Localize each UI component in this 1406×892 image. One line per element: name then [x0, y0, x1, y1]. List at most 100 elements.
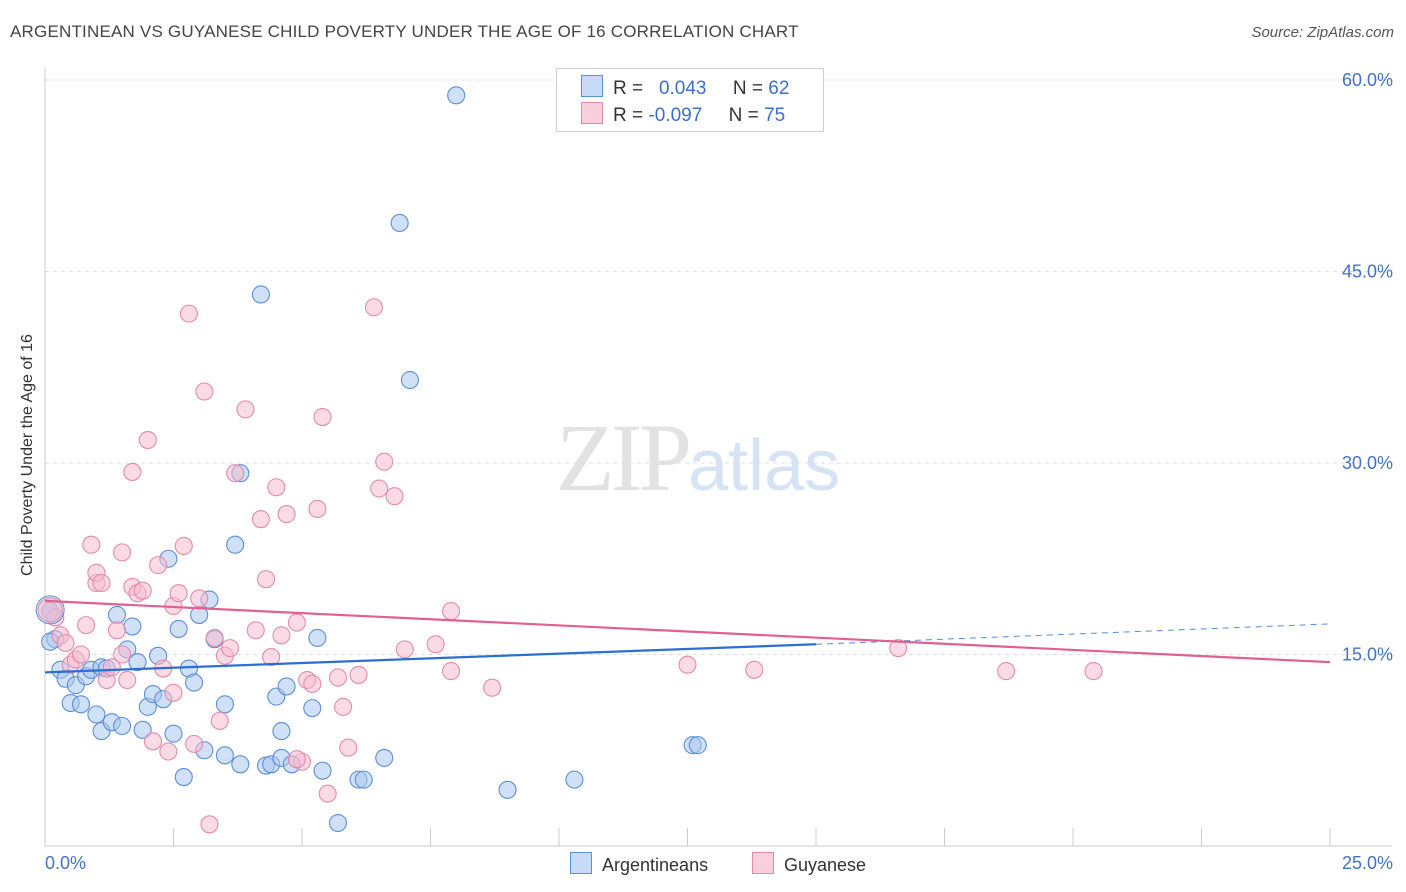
zipatlas-watermark: ZIPatlas	[556, 402, 840, 513]
guyanese-r-value: -0.097	[648, 105, 703, 126]
argentinean-point-37	[231, 755, 250, 774]
guyanese-n-value: 75	[764, 105, 786, 126]
guyanese-point-16	[113, 543, 132, 562]
guyanese-point-44	[256, 570, 276, 589]
guyanese-point-8	[82, 535, 101, 554]
guyanese-point-52	[303, 674, 322, 693]
guyanese-point-49	[287, 613, 306, 632]
argentineans-n-label: N =	[732, 78, 764, 99]
guyanese-point-64	[395, 640, 414, 659]
guyanese-point-27	[164, 683, 183, 702]
y-tick-label-0: 15.0%	[1342, 645, 1393, 665]
argentinean-point-50	[328, 813, 348, 833]
guyanese-point-37	[210, 711, 229, 730]
guyanese-point-45	[262, 648, 281, 667]
guyanese-point-7	[77, 616, 96, 635]
guyanese-point-56	[328, 668, 348, 687]
argentinean-point-53	[375, 748, 394, 767]
argentinean-point-35	[215, 695, 234, 714]
watermark-zip: ZIP	[556, 404, 692, 511]
guyanese-point-60	[364, 298, 384, 317]
argentinean-point-45	[277, 677, 296, 696]
guyanese-cluster-point	[37, 597, 63, 623]
watermark-atlas: atlas	[688, 426, 841, 506]
guyanese-point-73	[1084, 662, 1103, 681]
guyanese-point-40	[226, 464, 245, 483]
guyanese-point-54	[313, 407, 332, 427]
argentinean-point-29	[185, 673, 204, 692]
guyanese-point-70	[745, 660, 764, 679]
argentinean-point-52	[354, 770, 373, 789]
guyanese-point-19	[123, 462, 142, 481]
bottom-guyanese-label: Guyanese	[784, 855, 867, 875]
argentinean-point-54	[390, 213, 409, 233]
argentinean-point-48	[308, 628, 327, 647]
guyanese-point-59	[349, 665, 368, 684]
correlation-legend: R = 0.043 N = 62 R = -0.097 N = 75	[556, 68, 824, 132]
argentinean-point-17	[123, 617, 142, 636]
argentineans-n-value: 62	[768, 78, 790, 99]
argentinean-point-36	[226, 535, 245, 554]
guyanese-point-30	[174, 536, 193, 556]
argentinean-point-39	[251, 285, 270, 304]
argentinean-trend-extension	[815, 623, 1331, 645]
guyanese-point-15	[113, 645, 132, 664]
legend-row-argentineans: R = 0.043 N = 62	[581, 75, 789, 101]
guyanese-point-22	[138, 430, 157, 450]
guyanese-point-29	[169, 584, 188, 603]
argentinean-point-58	[565, 770, 584, 789]
bottom-guyanese-swatch	[752, 852, 774, 874]
argentinean-point-56	[447, 86, 466, 105]
guyanese-point-6	[71, 645, 91, 664]
guyanese-point-66	[442, 662, 461, 681]
argentinean-point-49	[313, 761, 332, 780]
argentineans-r-label: R =	[613, 78, 644, 99]
y-tick-label-3: 60.0%	[1342, 70, 1393, 90]
guyanese-point-24	[149, 556, 168, 575]
argentinean-point-26	[169, 619, 188, 639]
argentinean-point-27	[174, 768, 193, 787]
guyanese-point-43	[251, 510, 270, 529]
guyanese-point-71	[889, 639, 908, 658]
guyanese-point-72	[997, 662, 1016, 681]
argentinean-point-34	[215, 746, 234, 765]
guyanese-point-74	[287, 750, 306, 769]
argentinean-point-14	[107, 605, 127, 624]
chart-source: Source: ZipAtlas.com	[1251, 24, 1394, 41]
argentinean-point-15	[113, 716, 132, 736]
guyanese-point-63	[385, 487, 404, 506]
bottom-argentineans-swatch	[570, 852, 592, 874]
argentinean-point-60	[688, 736, 707, 755]
argentinean-point-25	[164, 724, 183, 743]
guyanese-point-3	[56, 633, 75, 653]
guyanese-point-31	[179, 304, 198, 323]
guyanese-point-42	[246, 621, 265, 640]
argentinean-point-19	[133, 720, 152, 739]
guyanese-point-41	[236, 400, 255, 419]
guyanese-point-67	[442, 602, 461, 621]
argentinean-point-57	[498, 780, 517, 799]
guyanese-point-35	[200, 815, 219, 834]
guyanese-point-14	[107, 621, 127, 640]
argentinean-point-18	[128, 653, 147, 672]
argentinean-trend-line	[44, 643, 817, 674]
guyanese-point-17	[118, 670, 137, 690]
guyanese-point-33	[190, 589, 209, 608]
guyanese-point-65	[426, 635, 445, 654]
guyanese-point-26	[159, 742, 178, 761]
guyanese-point-11	[92, 573, 111, 593]
guyanese-point-62	[375, 452, 394, 471]
guyanese-r-label: R =	[613, 105, 644, 126]
argentinean-point-6	[71, 695, 91, 714]
bottom-argentineans-label: Argentineans	[602, 855, 709, 875]
guyanese-point-48	[277, 505, 296, 524]
guyanese-point-53	[308, 499, 327, 519]
guyanese-point-47	[272, 626, 291, 645]
argentinean-point-9	[87, 705, 106, 724]
argentinean-point-55	[400, 370, 419, 390]
guyanese-point-61	[370, 479, 389, 498]
guyanese-swatch	[581, 102, 603, 124]
argentinean-cluster-point	[35, 595, 65, 625]
axes	[44, 68, 1392, 847]
